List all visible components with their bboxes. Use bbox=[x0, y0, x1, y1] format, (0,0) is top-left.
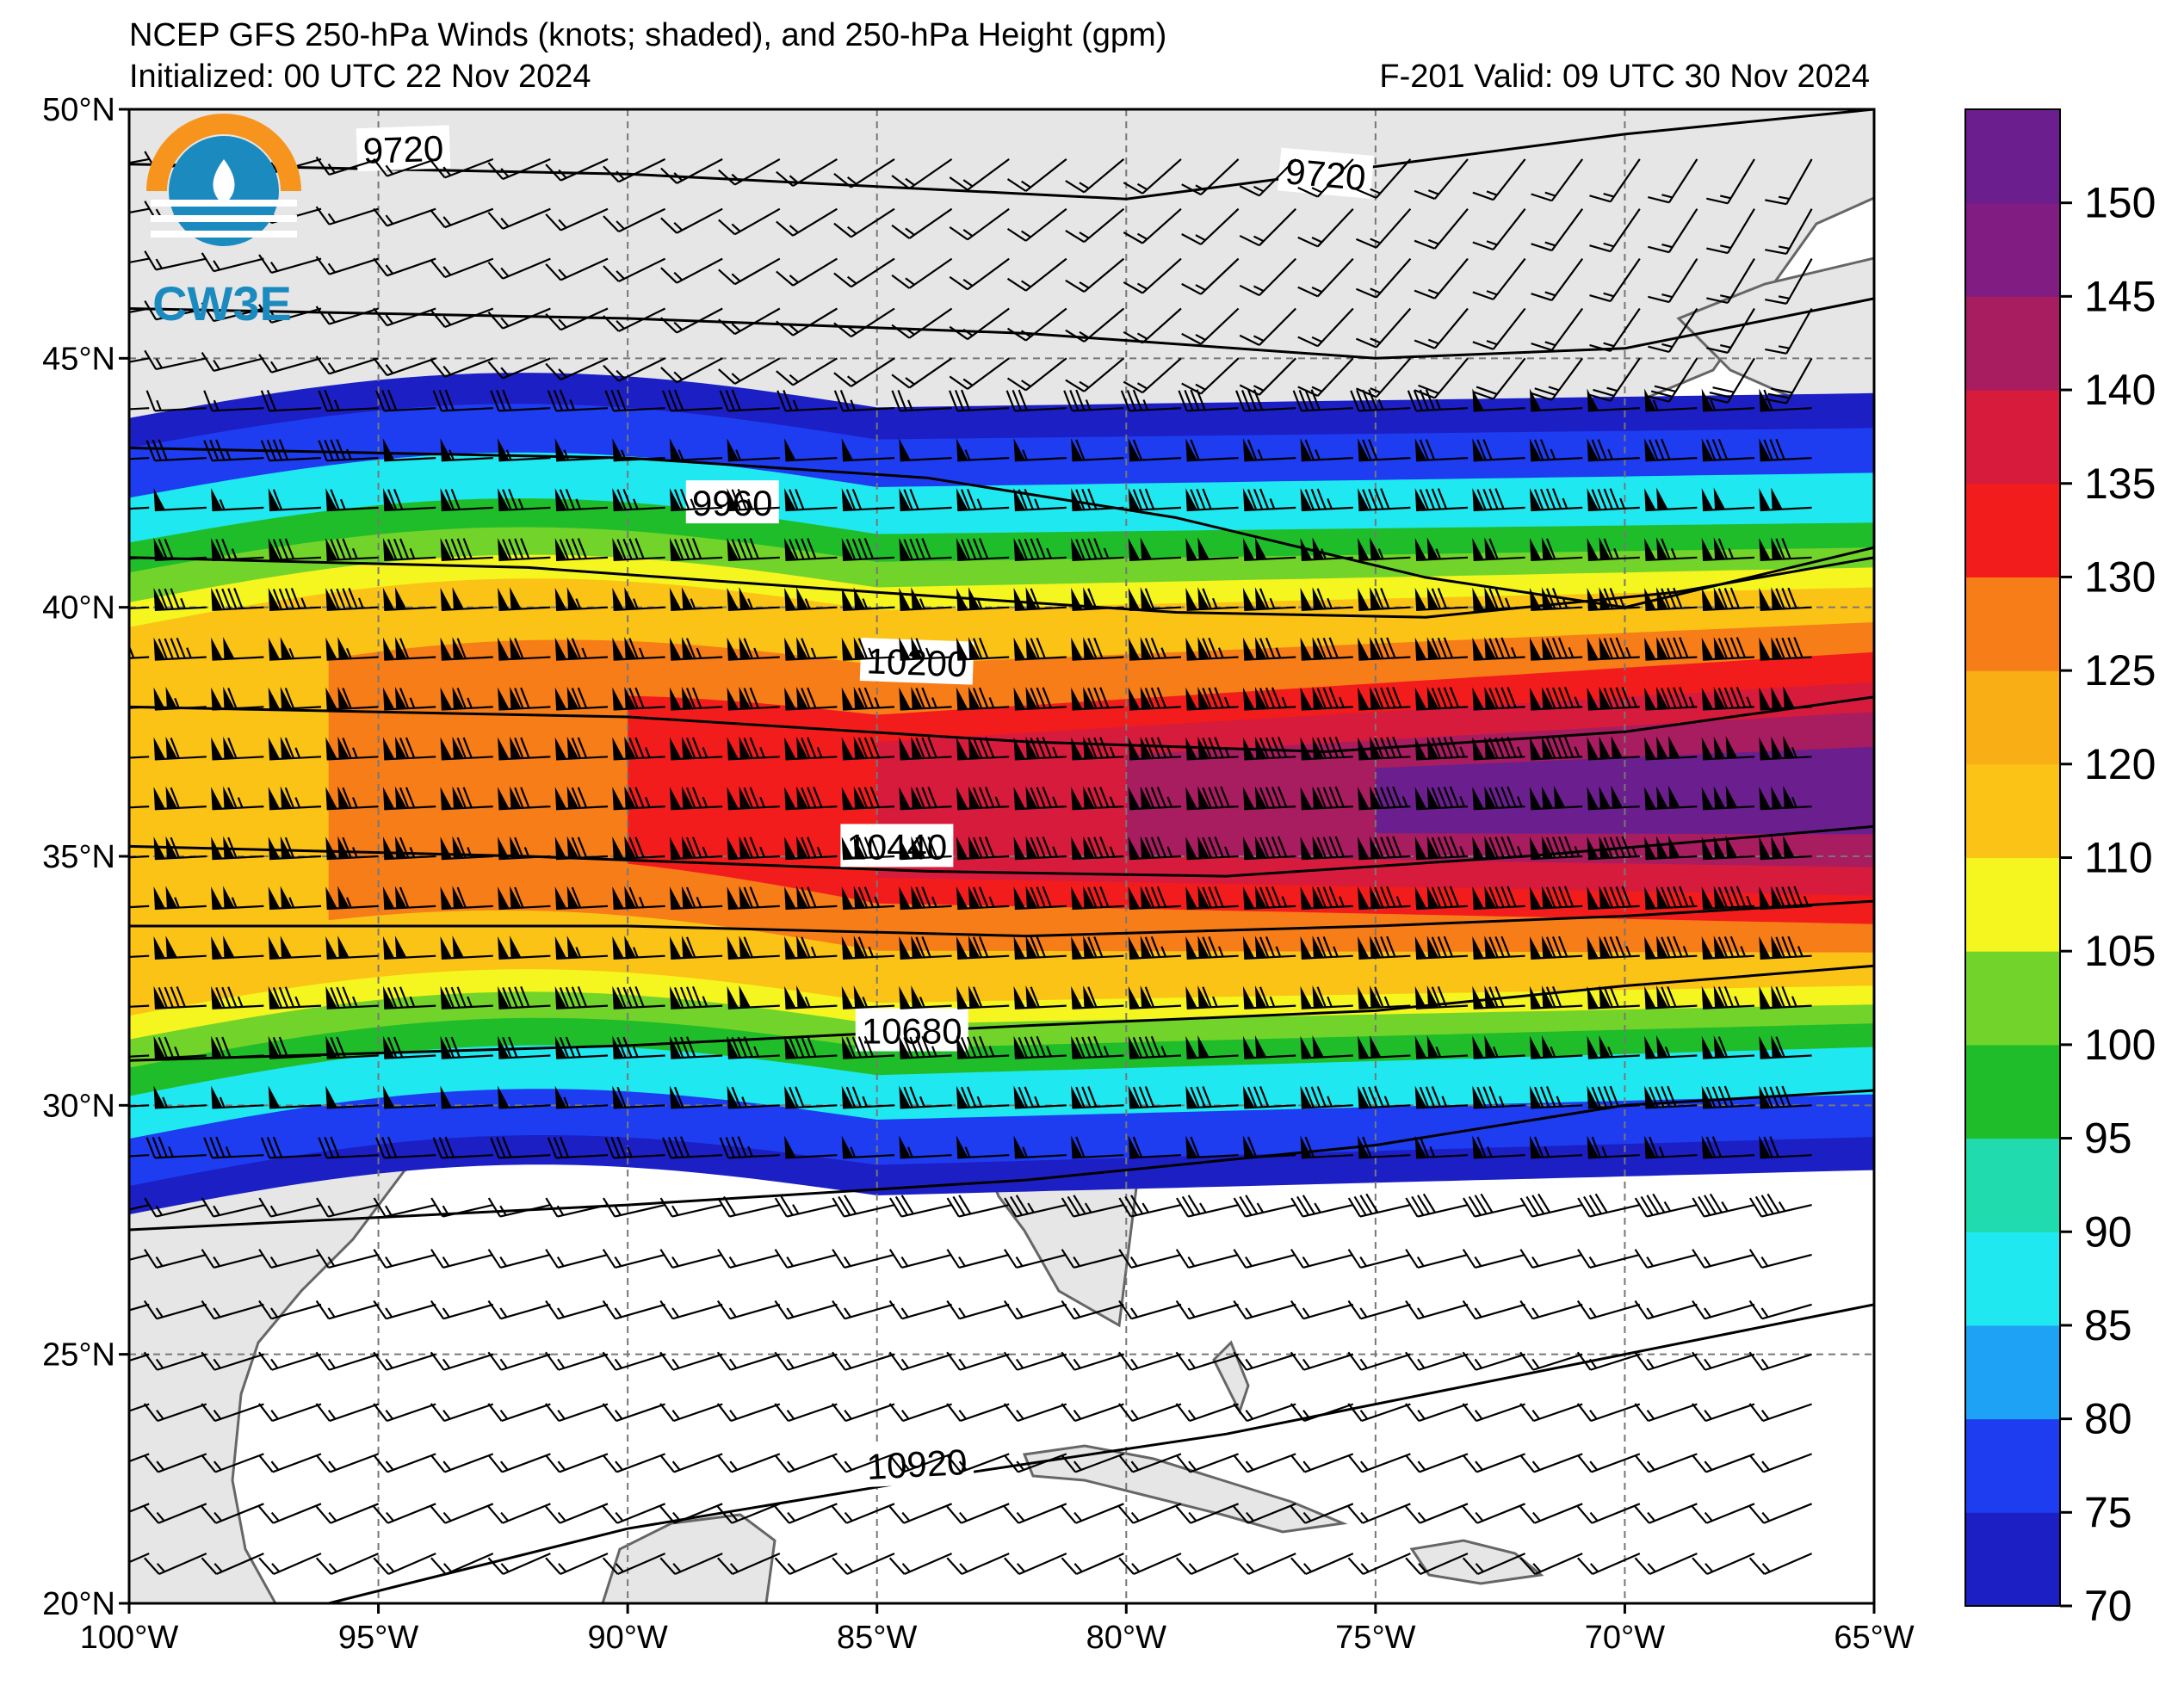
lon-tick-label: 85°W bbox=[837, 1620, 917, 1656]
colorbar-swatch bbox=[1965, 296, 2060, 390]
colorbar-tick-label: 140 bbox=[2084, 366, 2156, 414]
colorbar-swatch bbox=[1965, 390, 2060, 484]
colorbar-swatch bbox=[1965, 1045, 2060, 1139]
colorbar-tick-label: 70 bbox=[2084, 1582, 2132, 1630]
colorbar-swatch bbox=[1965, 484, 2060, 577]
colorbar-swatch bbox=[1965, 1325, 2060, 1419]
contour-label: 10200 bbox=[866, 640, 968, 684]
colorbar-tick-label: 95 bbox=[2084, 1115, 2132, 1163]
lon-tick-label: 90°W bbox=[587, 1620, 667, 1656]
colorbar-swatch bbox=[1965, 670, 2060, 764]
lat-tick-label: 45°N bbox=[42, 341, 115, 377]
colorbar-tick-label: 100 bbox=[2084, 1021, 2156, 1069]
colorbar-tick-label: 75 bbox=[2084, 1488, 2132, 1536]
colorbar-tick-label: 90 bbox=[2084, 1207, 2132, 1256]
colorbar-swatch bbox=[1965, 1232, 2060, 1325]
lon-tick-label: 100°W bbox=[80, 1620, 179, 1656]
lon-tick-label: 95°W bbox=[338, 1620, 418, 1656]
colorbar-tick-label: 125 bbox=[2084, 646, 2156, 695]
colorbar-swatch bbox=[1965, 858, 2060, 952]
colorbar-tick-label: 145 bbox=[2084, 272, 2156, 320]
colorbar-swatch bbox=[1965, 577, 2060, 670]
contour-label: 10680 bbox=[862, 1011, 962, 1052]
lat-tick-label: 30°N bbox=[42, 1088, 115, 1124]
colorbar-swatch bbox=[1965, 1419, 2060, 1513]
colorbar-swatch bbox=[1965, 951, 2060, 1045]
colorbar-tick-label: 110 bbox=[2084, 834, 2153, 882]
contour-label: 10920 bbox=[866, 1442, 968, 1487]
colorbar-tick-label: 130 bbox=[2084, 553, 2156, 601]
colorbar-tick-label: 150 bbox=[2084, 179, 2156, 227]
contour-label: 9720 bbox=[1284, 151, 1367, 198]
colorbar-swatch bbox=[1965, 1512, 2060, 1606]
latitude-axis: 20°N 25°N 30°N 35°N 40°N 45°N 50°N bbox=[42, 92, 129, 1622]
lon-tick-label: 75°W bbox=[1335, 1620, 1415, 1656]
longitude-axis: 100°W 95°W 90°W 85°W 80°W 75°W 70°W 65°W bbox=[80, 1603, 1915, 1656]
colorbar-swatch bbox=[1965, 203, 2060, 297]
lon-tick-label: 65°W bbox=[1834, 1620, 1914, 1656]
colorbar-swatch bbox=[1965, 109, 2060, 203]
lat-tick-label: 35°N bbox=[42, 839, 115, 875]
contour-label: 9720 bbox=[362, 128, 444, 171]
colorbar-tick-label: 85 bbox=[2084, 1301, 2132, 1349]
lat-tick-label: 25°N bbox=[42, 1337, 115, 1374]
lon-tick-label: 80°W bbox=[1086, 1620, 1166, 1656]
logo-text: CW3E bbox=[152, 276, 292, 330]
colorbar-tick-label: 105 bbox=[2084, 927, 2156, 975]
colorbar-swatch bbox=[1965, 1139, 2060, 1232]
lon-tick-label: 70°W bbox=[1585, 1620, 1665, 1656]
colorbar: 70 75 80 85 90 95 100 105 110 120 125 130 135 140 145 1… bbox=[1965, 109, 2156, 1630]
colorbar-tick-label: 135 bbox=[2084, 460, 2156, 508]
lat-tick-label: 50°N bbox=[42, 92, 115, 128]
lat-tick-label: 40°N bbox=[42, 590, 115, 627]
lat-tick-label: 20°N bbox=[42, 1586, 115, 1622]
colorbar-swatch bbox=[1965, 764, 2060, 858]
colorbar-tick-label: 120 bbox=[2084, 740, 2156, 788]
colorbar-tick-label: 80 bbox=[2084, 1395, 2132, 1443]
